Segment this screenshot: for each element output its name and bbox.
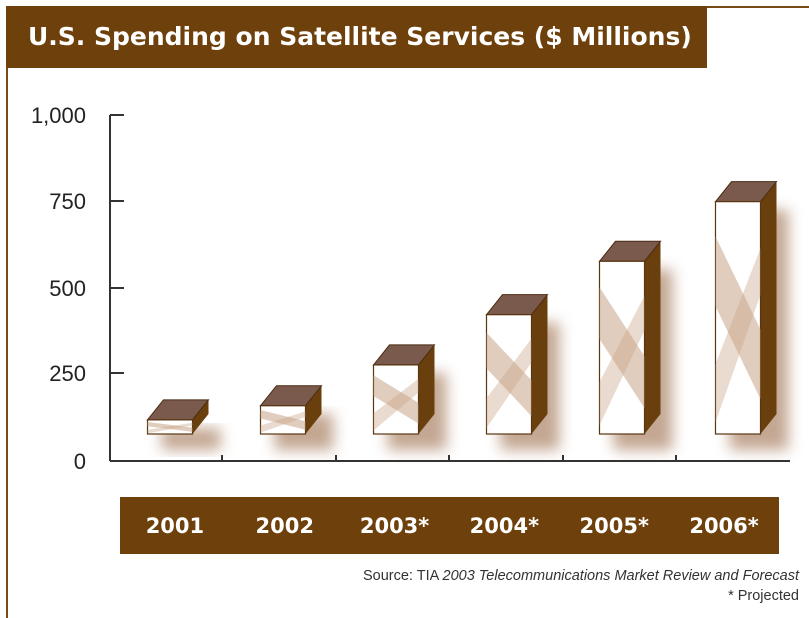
source-prefix: Source: TIA (362, 568, 443, 584)
bar-front-streak (715, 248, 761, 423)
x-tick-label: 2006* (689, 513, 759, 538)
bar-front-streak (599, 287, 645, 409)
bar (598, 240, 662, 435)
y-tick-label: 250 (49, 361, 86, 386)
y-tick-label: 0 (74, 449, 86, 474)
bar-front-streak (147, 422, 193, 434)
bar-side (760, 181, 777, 434)
bar (485, 294, 549, 435)
x-tick-label: 2003* (359, 513, 430, 538)
bar-front-streak (599, 295, 645, 426)
x-tick-label: 2004* (469, 513, 540, 538)
bar-side (192, 399, 209, 434)
x-tick-label: 2005* (579, 513, 649, 538)
x-axis-category-bar: 2001 2002 2003* 2004* 2005* 2006* (120, 497, 779, 554)
source-note: Source: TIA 2003 Telecommunications Mark… (363, 566, 799, 606)
x-tick-label: 2001 (145, 513, 205, 538)
bar-front-streak (486, 338, 532, 429)
bar-front-streak (260, 411, 306, 433)
bar-side (418, 344, 435, 434)
bar-side (644, 241, 661, 434)
x-tick-label: 2002 (255, 513, 314, 538)
bar (714, 181, 778, 435)
projected-footnote: * Projected (728, 588, 799, 604)
chart-title: U.S. Spending on Satellite Services ($ M… (6, 6, 707, 68)
bar-side (531, 294, 548, 434)
bar-front-streak (373, 378, 419, 431)
bar-front-streak (147, 421, 193, 432)
y-tick-label: 1,000 (31, 103, 86, 128)
source-publication: 2003 Telecommunications Market Review an… (442, 568, 800, 584)
bar-side (305, 385, 322, 434)
y-tick-label: 750 (49, 189, 86, 214)
y-tick-label: 500 (49, 276, 86, 301)
bar-front-streak (715, 236, 761, 400)
source-line: Source: TIA 2003 Telecommunications Mark… (363, 566, 799, 586)
bar (146, 399, 210, 435)
bar (259, 385, 323, 435)
bar-front-streak (486, 332, 532, 417)
bar (372, 344, 436, 435)
bar-front-streak (260, 409, 306, 430)
bar-front-streak (373, 375, 419, 424)
